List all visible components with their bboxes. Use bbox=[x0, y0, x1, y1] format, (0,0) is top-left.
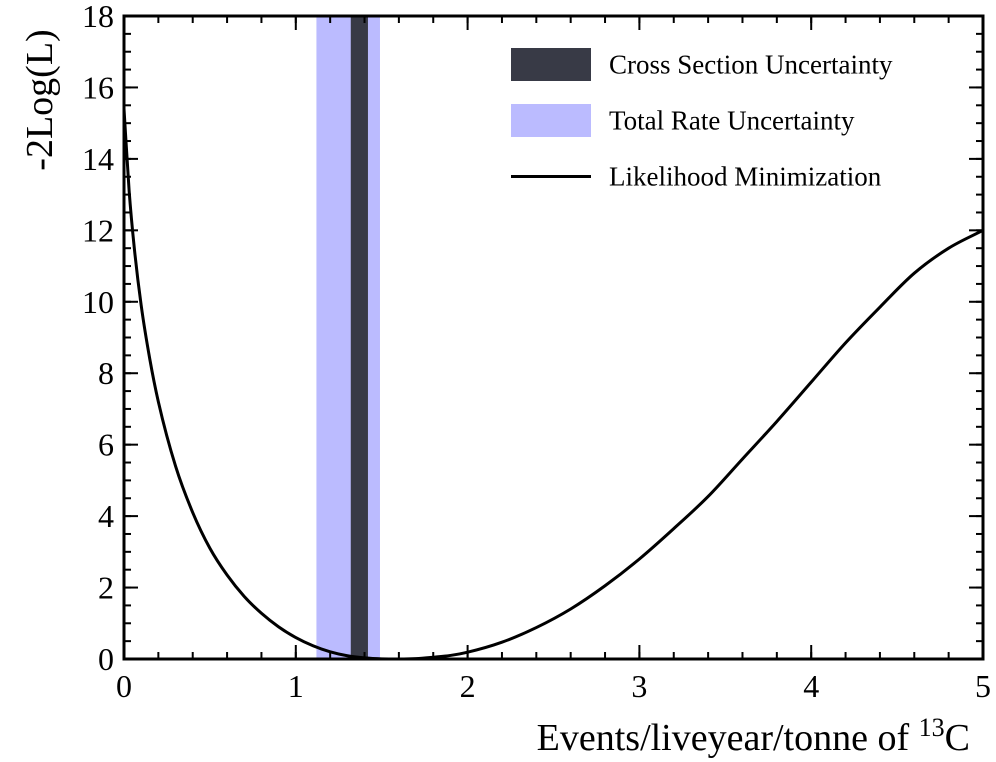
x-tick-label: 1 bbox=[288, 668, 304, 704]
legend-swatch bbox=[511, 104, 591, 137]
y-tick-label: 4 bbox=[98, 498, 114, 534]
legend: Cross Section Uncertainty Total Rate Unce… bbox=[511, 48, 893, 192]
y-tick-label: 12 bbox=[82, 212, 114, 248]
x-axis-title: Events/liveyear/tonne of 13C bbox=[537, 713, 970, 759]
x-tick-label: 3 bbox=[631, 668, 647, 704]
legend-swatch bbox=[511, 48, 591, 81]
y-tick-label: 8 bbox=[98, 355, 114, 391]
legend-label: Cross Section Uncertainty bbox=[609, 50, 893, 80]
x-tick-label: 0 bbox=[116, 668, 132, 704]
band-0 bbox=[316, 16, 380, 659]
y-tick-label: 6 bbox=[98, 427, 114, 463]
x-tick-label: 4 bbox=[803, 668, 819, 704]
x-tick-label: 2 bbox=[460, 668, 476, 704]
y-tick-label: 0 bbox=[98, 641, 114, 677]
axis-ticks bbox=[123, 15, 984, 660]
y-tick-label: 14 bbox=[82, 141, 114, 177]
band-1 bbox=[350, 16, 368, 659]
y-axis-title: -2Log(L) bbox=[19, 29, 61, 170]
x-axis-title-tail: C bbox=[945, 717, 970, 759]
y-tick-label: 10 bbox=[82, 284, 114, 320]
y-tick-label: 16 bbox=[82, 69, 114, 105]
legend-label: Total Rate Uncertainty bbox=[609, 106, 855, 136]
uncertainty-bands bbox=[316, 16, 380, 659]
legend-label: Likelihood Minimization bbox=[609, 162, 882, 192]
y-tick-label: 18 bbox=[82, 0, 114, 34]
x-tick-label: 5 bbox=[975, 668, 991, 704]
x-axis-title-sup: 13 bbox=[919, 713, 945, 742]
x-axis-title-main: Events/liveyear/tonne of bbox=[537, 717, 919, 759]
y-tick-label: 2 bbox=[98, 570, 114, 606]
